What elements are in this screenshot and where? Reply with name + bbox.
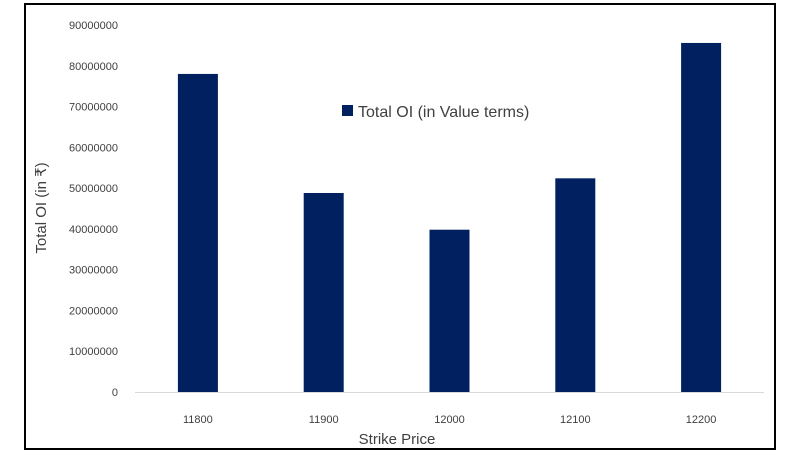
legend-swatch bbox=[342, 105, 353, 116]
chart-frame bbox=[24, 3, 776, 450]
bar bbox=[555, 178, 596, 392]
x-tick-label: 12000 bbox=[434, 414, 465, 426]
bar bbox=[429, 229, 470, 392]
y-tick-label: 20000000 bbox=[69, 305, 118, 317]
y-tick-label: 90000000 bbox=[69, 20, 118, 32]
y-axis-title: Total OI (in ₹) bbox=[33, 162, 50, 253]
x-axis-title: Strike Price bbox=[359, 431, 436, 448]
x-tick-label: 11900 bbox=[309, 414, 339, 426]
legend: Total OI (in Value terms) bbox=[342, 104, 529, 121]
y-axis-ticks: 0 10000000 20000000 30000000 40000000 5000000… bbox=[69, 20, 118, 399]
x-tick-label: 12200 bbox=[686, 414, 717, 426]
y-tick-label: 70000000 bbox=[69, 102, 118, 114]
y-tick-label: 30000000 bbox=[69, 265, 118, 277]
bar bbox=[303, 193, 344, 392]
y-tick-label: 10000000 bbox=[69, 346, 118, 358]
x-axis-ticks: 11800 11900 12000 12100 12200 bbox=[183, 414, 716, 426]
y-tick-label: 40000000 bbox=[69, 224, 118, 236]
x-tick-label: 11800 bbox=[183, 414, 213, 426]
legend-label: Total OI (in Value terms) bbox=[358, 104, 529, 121]
bar bbox=[177, 73, 218, 392]
y-tick-label: 50000000 bbox=[69, 183, 118, 195]
y-tick-label: 60000000 bbox=[69, 142, 118, 154]
x-tick-label: 12100 bbox=[560, 414, 591, 426]
y-tick-label: 80000000 bbox=[69, 61, 118, 73]
bars bbox=[177, 42, 722, 392]
bar bbox=[681, 42, 722, 392]
y-tick-label: 0 bbox=[112, 387, 118, 399]
